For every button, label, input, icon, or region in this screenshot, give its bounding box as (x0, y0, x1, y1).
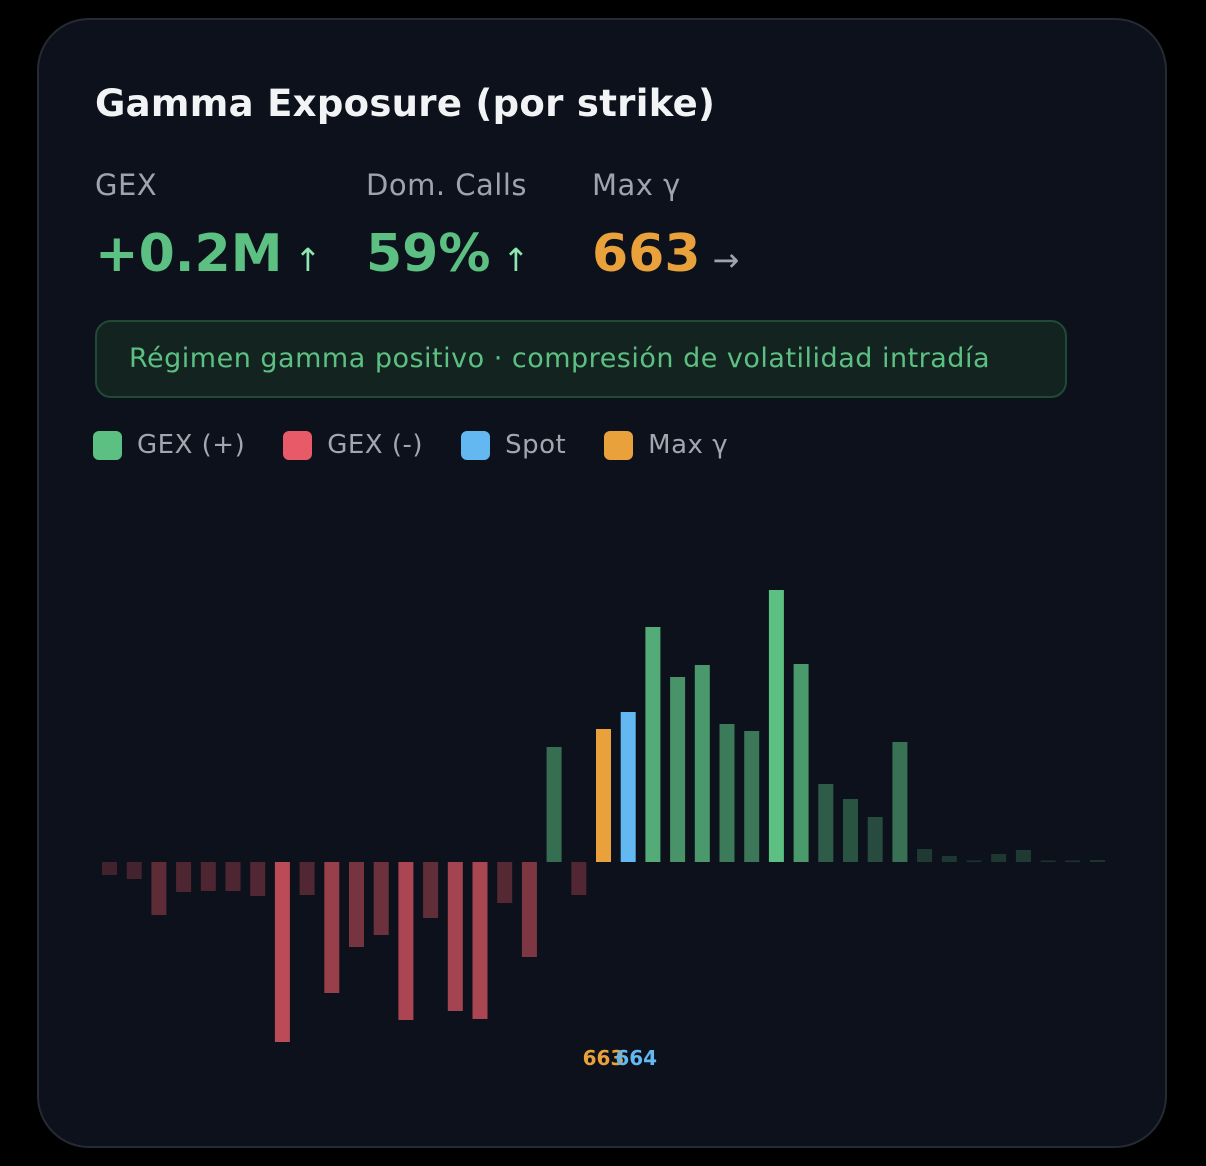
bar-strike-659 (497, 862, 513, 903)
bar-strike-647 (200, 862, 216, 891)
stat-value-text: 663 (592, 224, 701, 284)
bar-strike-656 (423, 862, 439, 918)
stat-value: 663 → (592, 224, 739, 284)
stat-value-text: +0.2M (95, 224, 283, 284)
stat-value: 59% ↑ (366, 224, 529, 284)
stat-value-text: 59% (366, 224, 491, 284)
bar-strike-651 (299, 862, 315, 895)
stat-gex: GEX +0.2M ↑ (95, 168, 321, 284)
bar-strike-660 (521, 862, 537, 957)
bar-strike-645 (151, 862, 167, 915)
stat-value: +0.2M ↑ (95, 224, 321, 284)
bar-strike-648 (225, 862, 241, 891)
bar-strike-683 (1090, 860, 1105, 862)
bar-strike-646 (176, 862, 192, 892)
bar-strike-649 (250, 862, 266, 896)
regime-banner: Régimen gamma positivo · compresión de v… (95, 320, 1067, 398)
gamma-exposure-card: Gamma Exposure (por strike) GEX +0.2M ↑ D… (37, 18, 1167, 1148)
bar-strike-650 (274, 862, 290, 1042)
bar-strike-667 (694, 665, 710, 862)
bar-strike-680 (1015, 850, 1031, 862)
legend-item-gex-positive: GEX (+) (93, 430, 245, 460)
bar-strike-673 (843, 799, 858, 862)
arrow-up-icon: ↑ (294, 241, 322, 279)
bar-strike-672 (818, 784, 834, 862)
bar-strike-679 (991, 854, 1007, 862)
arrow-up-icon: ↑ (502, 241, 530, 279)
bar-strike-681 (1040, 860, 1056, 862)
bar-strike-671 (793, 664, 809, 862)
bar-strike-664 (620, 712, 636, 862)
bar-strike-644 (126, 862, 142, 879)
bar-strike-657 (447, 862, 463, 1011)
legend-swatch (93, 430, 122, 460)
chart-legend: GEX (+) GEX (-) Spot Max γ (93, 430, 766, 460)
legend-swatch (283, 430, 313, 460)
stat-dom-calls: Dom. Calls 59% ↑ (366, 168, 529, 284)
bar-strike-663 (596, 729, 611, 862)
legend-label: Spot (505, 430, 567, 460)
bar-strike-674 (867, 817, 883, 862)
bar-strike-665 (645, 627, 661, 862)
bar-strike-669 (744, 731, 760, 862)
stat-label: GEX (95, 168, 158, 202)
stat-label: Dom. Calls (366, 168, 528, 202)
bar-strike-670 (768, 590, 784, 862)
bar-strike-662 (571, 862, 587, 895)
legend-swatch (461, 430, 491, 460)
spot-tick-label: 664 (615, 1046, 657, 1070)
legend-label: Max γ (648, 430, 729, 460)
arrow-right-icon: → (712, 241, 740, 279)
legend-label: GEX (-) (327, 430, 424, 460)
bar-strike-653 (349, 862, 364, 947)
legend-item-max-gamma: Max γ (604, 430, 728, 460)
bar-strike-675 (892, 742, 908, 862)
bar-strike-655 (398, 862, 414, 1020)
card-title: Gamma Exposure (por strike) (95, 82, 716, 125)
bar-strike-666 (670, 677, 686, 862)
stat-label: Max γ (592, 168, 681, 202)
stat-max-gamma: Max γ 663 → (592, 168, 739, 284)
bar-strike-643 (102, 862, 117, 875)
legend-label: GEX (+) (137, 430, 246, 460)
bar-strike-661 (546, 747, 562, 862)
legend-swatch (604, 430, 634, 460)
legend-item-gex-negative: GEX (-) (283, 430, 423, 460)
bar-strike-678 (966, 860, 982, 862)
bar-strike-676 (917, 849, 933, 862)
max-gamma-tick-label: 663 (583, 1046, 625, 1070)
bar-strike-682 (1065, 860, 1081, 862)
bar-strike-668 (719, 724, 735, 862)
legend-item-spot: Spot (461, 430, 566, 460)
bar-strike-677 (941, 856, 957, 862)
bar-strike-658 (472, 862, 488, 1019)
bar-strike-652 (324, 862, 340, 993)
bar-strike-654 (373, 862, 389, 935)
